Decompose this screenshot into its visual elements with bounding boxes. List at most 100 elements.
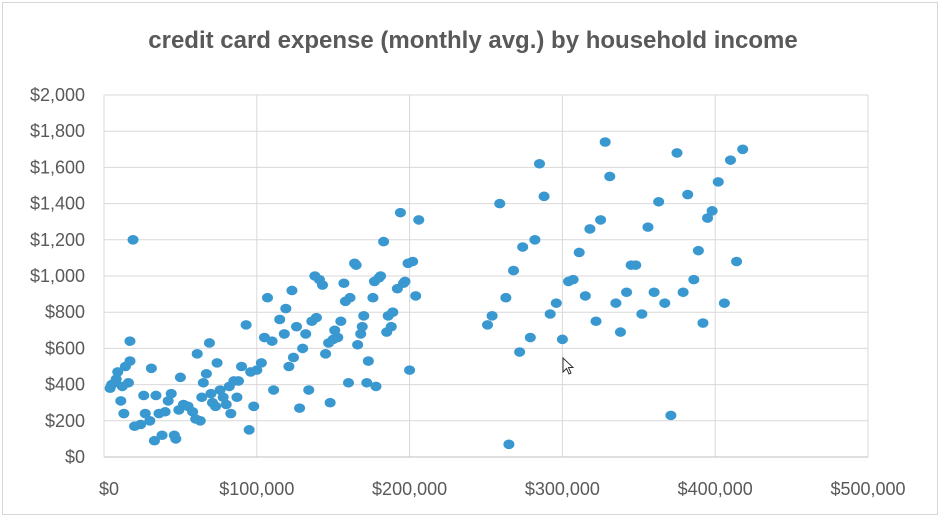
data-point (410, 291, 422, 301)
data-point (712, 177, 724, 187)
data-point (148, 435, 160, 446)
data-point (294, 403, 306, 413)
data-point (394, 207, 406, 218)
data-point (399, 276, 411, 287)
data-point (517, 242, 529, 252)
data-point (556, 334, 568, 345)
x-tick-label: $500,000 (830, 479, 905, 499)
chart-frame (2, 2, 938, 515)
data-point (697, 318, 709, 328)
data-point (197, 377, 209, 388)
x-axis-tick-labels: $0 $100,000 $200,000 $300,000 $400,000 $500,0… (99, 479, 906, 499)
data-point (350, 260, 362, 270)
data-point (232, 376, 244, 386)
data-point (567, 274, 579, 285)
y-tick-label: $1,400 (30, 194, 85, 214)
data-point (329, 325, 341, 336)
data-point (538, 191, 550, 202)
data-point (533, 158, 545, 169)
y-axis-tick-labels: $0 $200 $400 $600 $800 $1,000 $1,200 $1,400 $1,6… (30, 85, 85, 467)
data-point (724, 155, 736, 165)
data-point (731, 256, 743, 267)
data-point (599, 137, 611, 147)
data-point (362, 356, 374, 366)
data-point (159, 406, 171, 417)
data-point (191, 349, 203, 359)
data-point (387, 307, 399, 318)
data-point (344, 292, 356, 303)
data-point (150, 390, 162, 401)
data-point (653, 196, 665, 207)
y-tick-label: $200 (45, 411, 85, 431)
y-tick-label: $600 (45, 338, 85, 358)
x-tick-label: $0 (99, 479, 119, 499)
data-point (677, 287, 689, 298)
y-tick-label: $1,200 (30, 230, 85, 250)
data-point (317, 280, 329, 290)
data-point (266, 336, 278, 346)
data-point (220, 399, 232, 410)
data-point (144, 416, 156, 426)
data-point (486, 311, 498, 321)
data-point (124, 356, 136, 366)
data-point (508, 265, 520, 276)
data-point (205, 388, 217, 399)
y-tick-label: $400 (45, 375, 85, 395)
data-point (367, 292, 379, 303)
data-point (642, 222, 654, 232)
data-point (138, 390, 150, 401)
data-point (702, 213, 714, 223)
data-point (332, 332, 344, 343)
data-point (187, 406, 199, 417)
data-point (231, 392, 243, 403)
x-tick-label: $400,000 (678, 479, 753, 499)
data-point (621, 287, 633, 298)
data-point (124, 336, 136, 346)
data-point (203, 338, 215, 348)
data-point (214, 385, 226, 395)
data-point (356, 321, 368, 332)
data-point (300, 329, 312, 339)
data-point (335, 316, 347, 327)
data-point (135, 419, 147, 430)
x-tick-label: $100,000 (219, 479, 294, 499)
data-point (579, 291, 591, 301)
data-point (324, 397, 336, 408)
data-point (200, 368, 212, 379)
data-point (210, 401, 222, 412)
data-point (243, 425, 255, 435)
data-point (122, 377, 134, 388)
data-point (156, 430, 168, 441)
data-point (550, 298, 562, 308)
data-point (280, 303, 292, 314)
data-point (320, 349, 332, 359)
data-point (165, 388, 177, 399)
data-point (706, 206, 718, 216)
data-point (251, 365, 263, 375)
data-point (240, 320, 252, 330)
data-point (287, 352, 299, 363)
data-point (342, 377, 354, 388)
data-point (573, 247, 585, 258)
data-point (404, 365, 416, 375)
data-point (604, 171, 616, 182)
data-point (291, 321, 303, 332)
data-point (283, 361, 295, 372)
y-tick-label: $2,000 (30, 85, 85, 105)
data-point (630, 260, 642, 270)
data-point (370, 381, 382, 392)
y-tick-label: $1,800 (30, 121, 85, 141)
data-point (682, 189, 694, 200)
data-point (500, 292, 512, 303)
data-point (665, 410, 677, 421)
data-point (110, 374, 122, 384)
data-point (225, 408, 237, 419)
gridlines (103, 94, 869, 457)
data-point (636, 309, 648, 319)
x-tick-label: $200,000 (372, 479, 447, 499)
data-point (584, 224, 596, 234)
data-point (494, 198, 506, 209)
data-point (614, 327, 626, 337)
data-point (297, 343, 309, 354)
